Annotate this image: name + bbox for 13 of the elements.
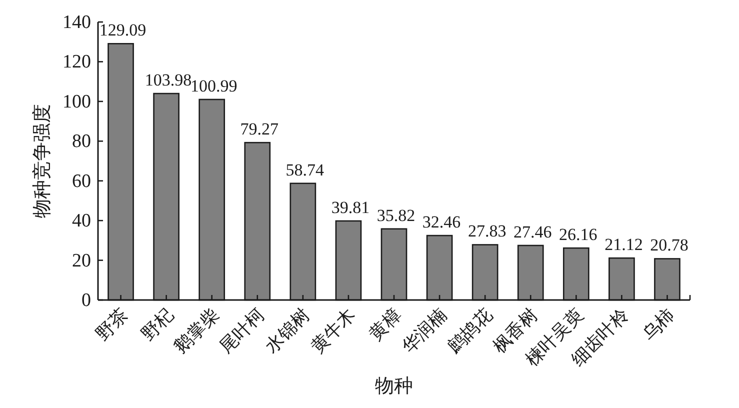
x-tick-label: 野茶 bbox=[92, 304, 132, 344]
y-tick-label: 100 bbox=[62, 91, 91, 112]
x-axis-title: 物种 bbox=[375, 376, 413, 397]
y-tick-label: 140 bbox=[62, 12, 91, 33]
y-tick-label: 0 bbox=[82, 290, 91, 311]
y-axis-title: 物种竞争强度 bbox=[31, 104, 53, 218]
x-tick-label: 乌柿 bbox=[638, 304, 678, 344]
y-tick-label: 60 bbox=[72, 170, 91, 192]
y-tick-label: 80 bbox=[72, 131, 91, 152]
y-tick-label: 120 bbox=[62, 52, 91, 73]
y-tick-label: 40 bbox=[72, 210, 91, 232]
y-tick-label: 20 bbox=[72, 250, 91, 272]
x-tick-label: 黄樟 bbox=[365, 304, 405, 344]
